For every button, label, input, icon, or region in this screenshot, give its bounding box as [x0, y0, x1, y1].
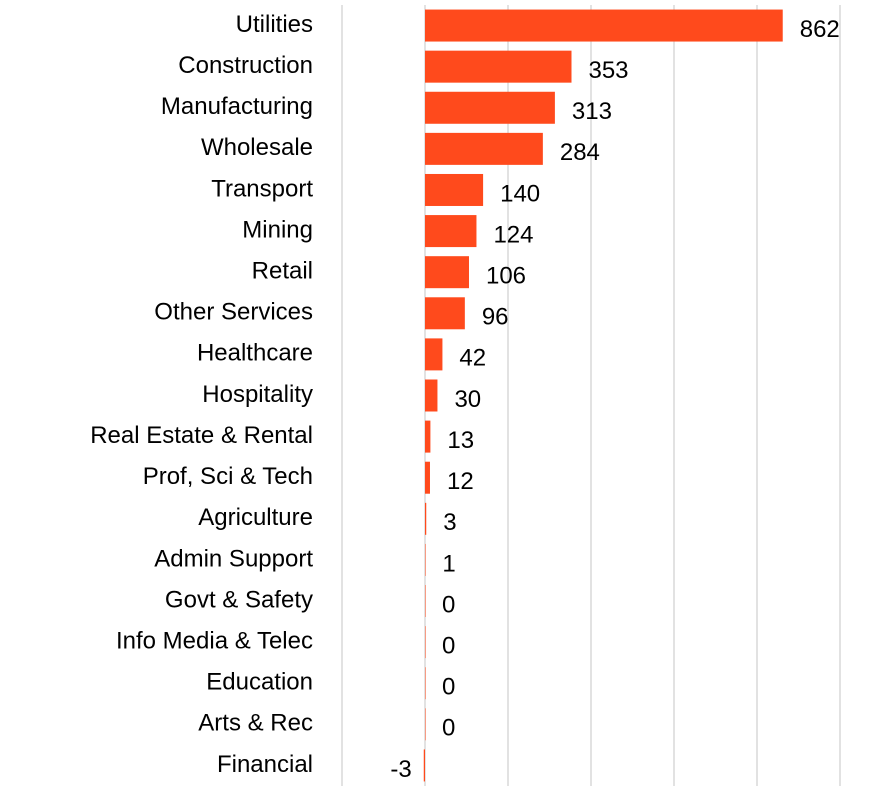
bar — [425, 502, 427, 535]
y-tick-label: Financial — [217, 751, 313, 778]
value-label: 124 — [493, 221, 533, 248]
bar — [425, 379, 438, 412]
y-tick-label: Hospitality — [202, 381, 313, 408]
value-label: 3 — [443, 509, 456, 536]
bar — [425, 173, 484, 206]
y-tick-label: Transport — [211, 175, 313, 202]
bar — [425, 50, 572, 83]
bar — [425, 297, 465, 330]
value-label: 1 — [442, 550, 455, 577]
value-label: 96 — [482, 304, 509, 331]
value-label: 0 — [442, 715, 455, 742]
value-label: -3 — [390, 756, 411, 783]
y-tick-label: Prof, Sci & Tech — [143, 463, 313, 490]
bar — [425, 626, 426, 659]
y-tick-label: Construction — [178, 52, 313, 79]
value-label: 30 — [454, 386, 481, 413]
y-tick-label: Govt & Safety — [165, 586, 313, 613]
bar — [425, 543, 426, 576]
y-tick-label: Admin Support — [154, 545, 313, 572]
value-label: 13 — [447, 427, 474, 454]
value-label: 0 — [442, 674, 455, 701]
value-label: 42 — [459, 345, 486, 372]
bar — [425, 338, 443, 371]
value-label: 0 — [442, 591, 455, 618]
y-tick-label: Mining — [242, 216, 313, 243]
bar — [425, 461, 430, 494]
value-label: 862 — [800, 16, 840, 43]
bar — [425, 708, 426, 741]
bar — [425, 9, 783, 42]
y-tick-label: Retail — [252, 258, 313, 285]
y-tick-label: Wholesale — [201, 134, 313, 161]
bar — [425, 91, 555, 124]
y-tick-label: Utilities — [236, 11, 313, 38]
bar — [425, 215, 477, 248]
value-label: 353 — [588, 57, 628, 84]
value-label: 313 — [572, 98, 612, 125]
y-tick-label: Info Media & Telec — [116, 627, 313, 654]
y-tick-label: Education — [206, 669, 313, 696]
value-label: 140 — [500, 180, 540, 207]
y-tick-label: Agriculture — [198, 504, 313, 531]
value-label: 0 — [442, 632, 455, 659]
y-tick-label: Manufacturing — [161, 93, 313, 120]
y-tick-label: Arts & Rec — [198, 710, 313, 737]
bar — [425, 667, 426, 700]
bar — [425, 585, 426, 618]
y-tick-label: Healthcare — [197, 340, 313, 367]
bar — [423, 749, 425, 782]
value-label: 106 — [486, 263, 526, 290]
bar — [425, 256, 469, 289]
value-label: 12 — [447, 468, 474, 495]
bar — [425, 420, 431, 453]
y-tick-label: Other Services — [154, 299, 313, 326]
bar — [425, 132, 543, 165]
value-label: 284 — [560, 139, 600, 166]
y-tick-label: Real Estate & Rental — [90, 422, 313, 449]
